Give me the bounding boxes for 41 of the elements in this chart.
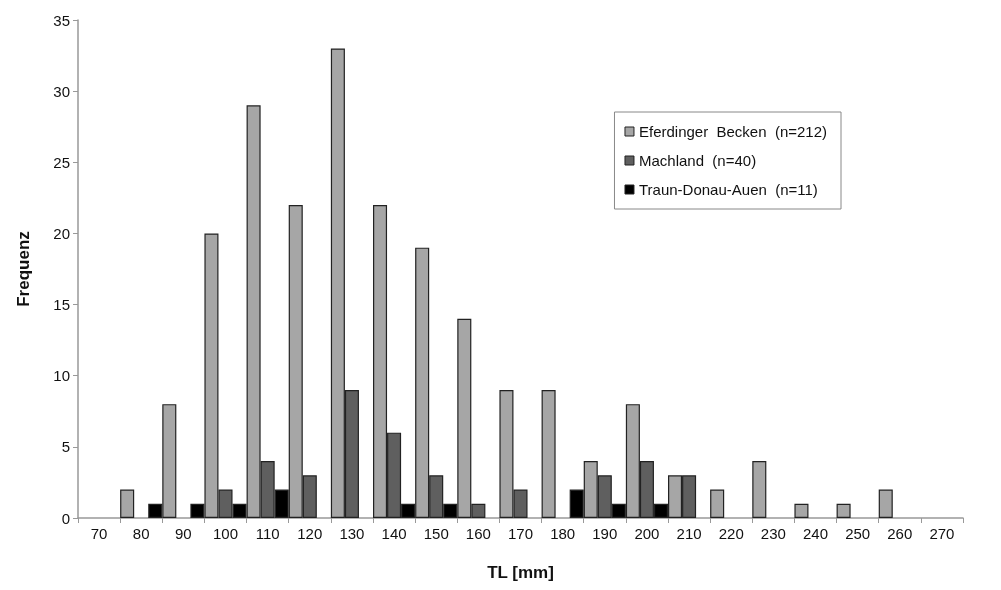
y-tick-label: 0 [61, 509, 70, 527]
x-tick-label: 200 [634, 525, 660, 542]
y-tick-label: 20 [53, 224, 70, 242]
x-tick-label: 190 [592, 525, 618, 542]
x-tick-label: 180 [550, 525, 576, 542]
y-tick-label: 25 [53, 153, 70, 171]
x-tick-label: 130 [339, 525, 365, 542]
x-tick-label: 240 [802, 525, 829, 542]
y-axis-title: Frequenz [14, 231, 33, 307]
bar [541, 389, 556, 518]
x-tick-label: 250 [845, 525, 871, 542]
x-tick-label: 110 [255, 525, 280, 542]
x-tick-label: 80 [132, 525, 150, 542]
y-tick-label: 35 [53, 11, 70, 29]
x-axis-title: TL [mm] [487, 563, 554, 582]
legend-label: Eferdinger Becken (n=212) [638, 123, 827, 140]
bar [794, 503, 809, 518]
x-tick-label: 90 [175, 525, 192, 542]
x-tick-label: 230 [760, 525, 786, 542]
legend-label: Traun-Donau-Auen (n=11) [638, 181, 818, 198]
x-tick-label: 170 [507, 525, 534, 542]
x-tick-label: 100 [212, 525, 239, 542]
bar [752, 461, 767, 518]
y-tick-label: 10 [53, 367, 70, 385]
y-tick-label: 15 [53, 296, 70, 314]
y-tick-label: 5 [61, 438, 70, 456]
x-tick-label: 140 [381, 525, 407, 542]
y-tick-label: 30 [53, 82, 70, 100]
bar [878, 489, 893, 518]
legend-label: Machland (n=40) [638, 152, 757, 169]
bar [710, 489, 725, 518]
x-tick-label: 120 [297, 525, 323, 542]
x-tick-label: 160 [465, 525, 491, 542]
x-tick-label: 270 [929, 525, 955, 542]
x-tick-label: 150 [423, 525, 449, 542]
bar [120, 489, 135, 518]
x-tick-label: 70 [90, 525, 108, 542]
bar [836, 503, 851, 518]
x-tick-label: 220 [718, 525, 744, 542]
x-tick-label: 210 [676, 525, 702, 542]
x-tick-label: 260 [887, 525, 913, 542]
